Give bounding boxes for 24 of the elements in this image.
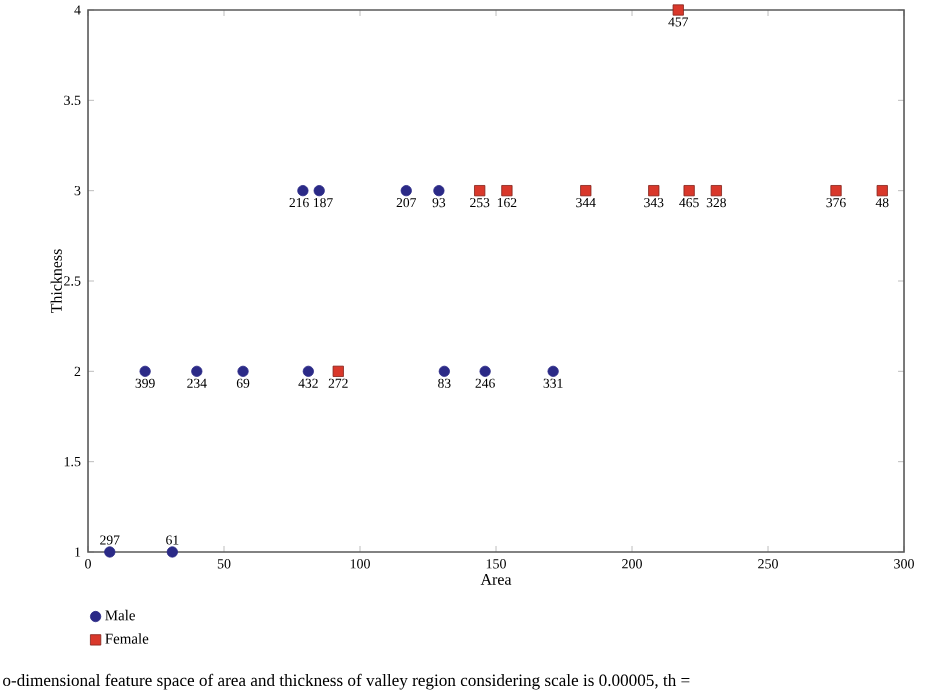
point bbox=[302, 365, 314, 377]
point bbox=[672, 4, 684, 16]
point bbox=[433, 185, 445, 197]
text: o-dimensional feature space of area and thickness of valley region considering scale is 0.00005, th = bbox=[3, 673, 690, 690]
point bbox=[474, 185, 486, 197]
point bbox=[166, 546, 178, 558]
point bbox=[479, 365, 491, 377]
point bbox=[332, 365, 344, 377]
point bbox=[547, 365, 559, 377]
point bbox=[297, 185, 309, 197]
point bbox=[830, 185, 842, 197]
point bbox=[400, 185, 412, 197]
point bbox=[139, 365, 151, 377]
point bbox=[710, 185, 722, 197]
point bbox=[501, 185, 513, 197]
point bbox=[237, 365, 249, 377]
point bbox=[580, 185, 592, 197]
point bbox=[438, 365, 450, 377]
point bbox=[876, 185, 888, 197]
point bbox=[313, 185, 325, 197]
point bbox=[104, 546, 116, 558]
point bbox=[191, 365, 203, 377]
point bbox=[683, 185, 695, 197]
point bbox=[648, 185, 660, 197]
